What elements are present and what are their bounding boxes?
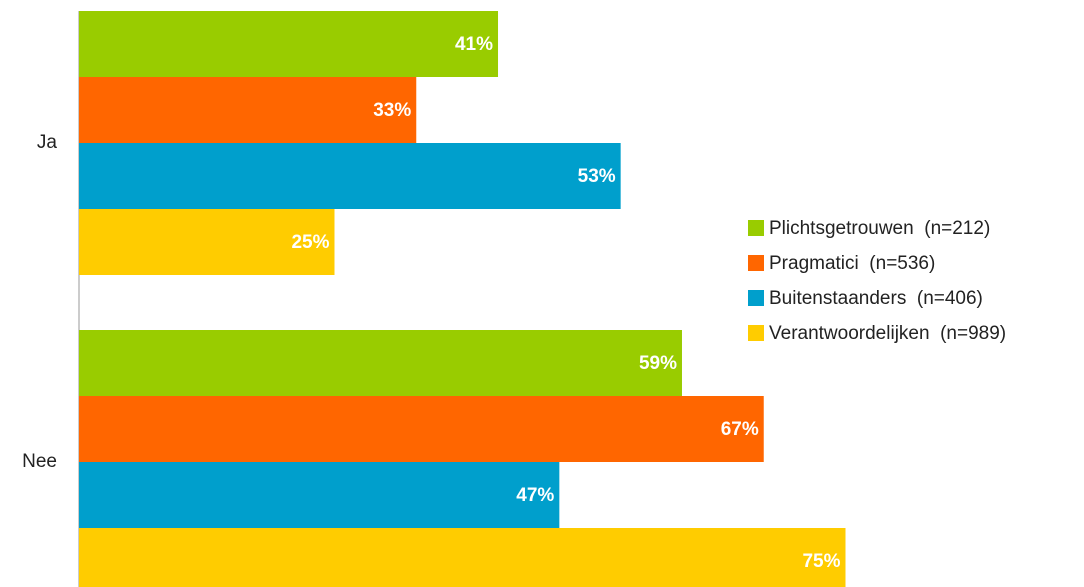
- bar: [79, 462, 560, 528]
- value-label: 53%: [578, 166, 616, 187]
- value-label: 47%: [516, 485, 554, 506]
- legend-label: Pragmatici (n=536): [769, 253, 935, 274]
- legend-swatch: [748, 220, 764, 236]
- value-label: 41%: [455, 34, 493, 55]
- bar: [79, 143, 621, 209]
- bar: [79, 77, 417, 143]
- value-label: 75%: [802, 551, 840, 572]
- legend-label: Plichtsgetrouwen (n=212): [769, 218, 990, 239]
- value-label: 67%: [721, 419, 759, 440]
- bar: [79, 330, 682, 396]
- value-label: 33%: [373, 100, 411, 121]
- bar: [79, 11, 499, 77]
- bar: [79, 396, 764, 462]
- legend-swatch: [748, 255, 764, 271]
- legend-swatch: [748, 325, 764, 341]
- legend-label: Buitenstaanders (n=406): [769, 288, 983, 309]
- bar: [79, 528, 846, 587]
- bar: [79, 209, 335, 275]
- legend-label: Verantwoordelijken (n=989): [769, 323, 1006, 344]
- value-label: 25%: [291, 232, 329, 253]
- legend-swatch: [748, 290, 764, 306]
- category-label: Nee: [22, 451, 57, 472]
- category-label: Ja: [37, 132, 58, 153]
- value-label: 59%: [639, 353, 677, 374]
